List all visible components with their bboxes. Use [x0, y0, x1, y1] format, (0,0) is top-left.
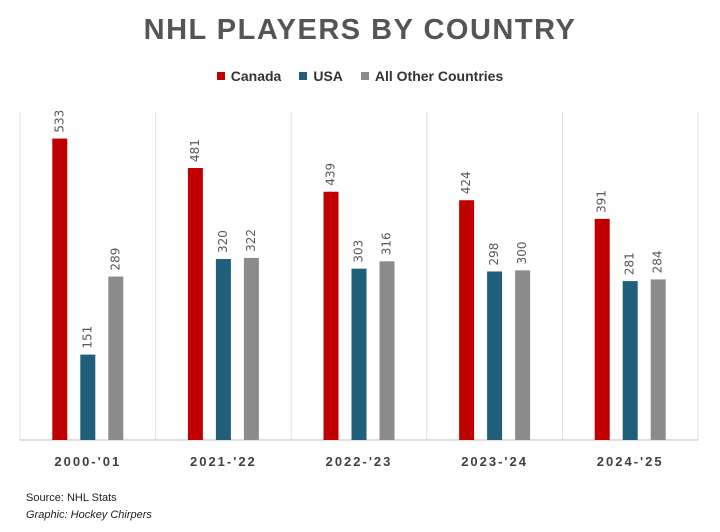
legend-item-usa: USA	[299, 68, 343, 84]
data-label: 533	[52, 110, 66, 133]
chart-title: NHL PLAYERS BY COUNTRY	[143, 14, 577, 46]
legend: Canada USA All Other Countries	[0, 68, 720, 84]
bar	[594, 218, 610, 440]
data-label: 391	[595, 190, 609, 213]
legend-label-usa: USA	[313, 68, 343, 84]
bar	[622, 281, 638, 440]
data-label: 298	[487, 243, 501, 266]
legend-label-other: All Other Countries	[374, 68, 504, 84]
legend-item-canada: Canada	[216, 68, 282, 84]
data-label: 320	[216, 230, 230, 253]
bar	[187, 167, 203, 440]
bar	[323, 191, 339, 440]
x-tick-label: 2022-'23	[326, 454, 393, 469]
legend-swatch-canada	[216, 72, 225, 80]
legend-swatch-usa	[299, 72, 308, 80]
data-label: 322	[244, 229, 258, 252]
bar	[215, 259, 231, 440]
legend-label-canada: Canada	[230, 68, 282, 84]
bar	[515, 270, 531, 440]
bar	[80, 354, 96, 440]
data-label: 281	[623, 252, 637, 275]
x-tick-label: 2024-'25	[597, 454, 664, 469]
bar	[650, 279, 666, 440]
data-label: 481	[188, 139, 202, 162]
bar	[108, 276, 124, 440]
data-label: 289	[108, 248, 122, 271]
x-tick-label: 2000-'01	[54, 454, 121, 469]
x-tick-label: 2021-'22	[190, 454, 257, 469]
data-label: 151	[80, 326, 94, 349]
bar	[487, 271, 503, 440]
data-label: 424	[459, 171, 473, 194]
legend-item-other: All Other Countries	[360, 68, 504, 84]
bar	[351, 268, 367, 440]
source-note: Source: NHL Stats	[26, 492, 117, 504]
data-label: 300	[515, 241, 529, 264]
bar	[243, 257, 259, 440]
bar	[379, 261, 395, 440]
data-label: 439	[324, 163, 338, 186]
data-label: 284	[651, 250, 665, 273]
bar-chart-plot: 533 151 289 2000-'01 481 320 322 2021-'22 439 303…	[19, 110, 699, 469]
data-label: 316	[380, 232, 394, 255]
bar	[459, 200, 475, 440]
x-tick-label: 2023-'24	[461, 454, 528, 469]
data-label: 303	[352, 240, 366, 263]
bar	[52, 138, 68, 440]
legend-swatch-other	[360, 72, 369, 80]
graphic-credit: Graphic: Hockey Chirpers	[26, 509, 152, 521]
